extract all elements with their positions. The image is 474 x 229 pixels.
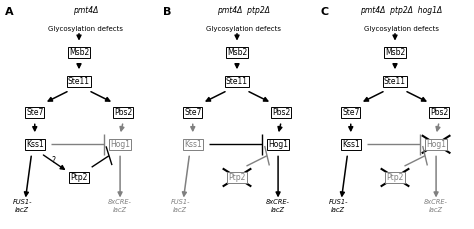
Text: FUS1-
lacZ: FUS1- lacZ	[170, 199, 190, 213]
Text: Kss1: Kss1	[26, 140, 44, 149]
Text: A: A	[5, 7, 13, 17]
Text: Pbs2: Pbs2	[272, 108, 291, 117]
Text: Ste11: Ste11	[226, 77, 248, 86]
Text: B: B	[163, 7, 171, 17]
Text: Pbs2: Pbs2	[430, 108, 448, 117]
Text: Hog1: Hog1	[110, 140, 130, 149]
Text: Msb2: Msb2	[227, 48, 247, 57]
Text: FUS1-
lacZ: FUS1- lacZ	[12, 199, 32, 213]
Text: pmt4Δ  ptp2Δ  hog1Δ: pmt4Δ ptp2Δ hog1Δ	[360, 6, 442, 15]
Text: pmt4Δ: pmt4Δ	[73, 6, 98, 15]
Text: Glycosylation defects: Glycosylation defects	[48, 26, 123, 32]
Text: Ste11: Ste11	[68, 77, 90, 86]
Text: 8xCRE-
lacZ: 8xCRE- lacZ	[424, 199, 448, 213]
Text: Ste7: Ste7	[26, 108, 44, 117]
Text: FUS1-
lacZ: FUS1- lacZ	[328, 199, 348, 213]
Text: Kss1: Kss1	[342, 140, 360, 149]
Text: Ste7: Ste7	[184, 108, 201, 117]
Text: pmt4Δ  ptp2Δ: pmt4Δ ptp2Δ	[217, 6, 270, 15]
Text: Ste7: Ste7	[342, 108, 359, 117]
Text: ?: ?	[51, 156, 55, 165]
Text: Ptp2: Ptp2	[228, 173, 246, 182]
Text: Ste11: Ste11	[384, 77, 406, 86]
Text: Pbs2: Pbs2	[114, 108, 132, 117]
Text: Glycosylation defects: Glycosylation defects	[206, 26, 281, 32]
Text: Ptp2: Ptp2	[386, 173, 404, 182]
Text: Ptp2: Ptp2	[70, 173, 88, 182]
Text: Hog1: Hog1	[268, 140, 288, 149]
Text: Msb2: Msb2	[385, 48, 405, 57]
Text: Hog1: Hog1	[426, 140, 446, 149]
Text: Msb2: Msb2	[69, 48, 89, 57]
Text: Glycosylation defects: Glycosylation defects	[364, 26, 439, 32]
Text: C: C	[321, 7, 329, 17]
Text: 8xCRE-
lacZ: 8xCRE- lacZ	[266, 199, 290, 213]
Text: Kss1: Kss1	[184, 140, 201, 149]
Text: 8xCRE-
lacZ: 8xCRE- lacZ	[108, 199, 132, 213]
